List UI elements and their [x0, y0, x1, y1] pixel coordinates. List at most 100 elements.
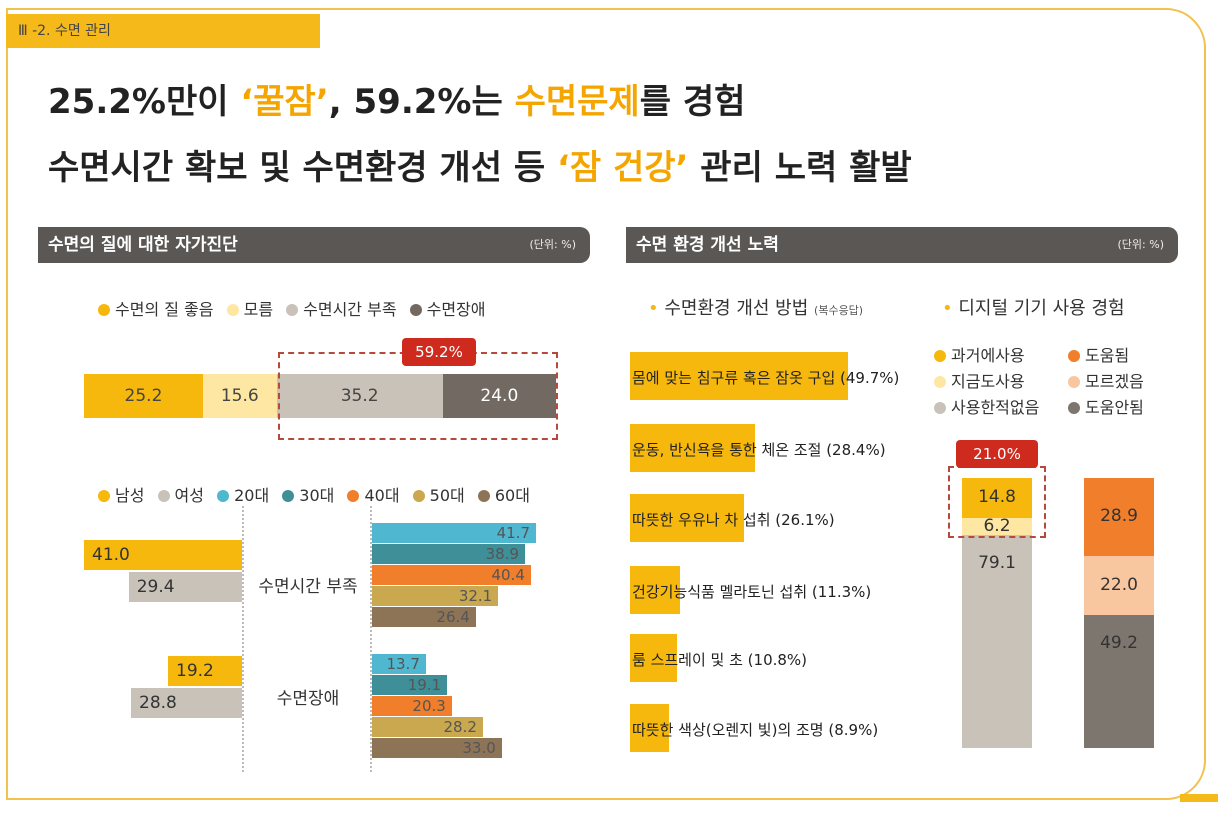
method-bar	[630, 634, 678, 682]
legend-short: 수면시간 부족	[286, 296, 397, 320]
demographic-legend: 남성 여성 20대 30대 40대 50대 60대	[98, 482, 538, 506]
headline-part: 관리 노력 활발	[688, 148, 912, 188]
method-subhead-title: 수면환경 개선 방법	[664, 298, 809, 319]
legend-nothelped: 도움안됨	[1068, 395, 1144, 421]
legend-unsure: 모르겠음	[1068, 369, 1144, 395]
legend-never: 사용한적없음	[934, 395, 1060, 421]
legend-past: 과거에사용	[934, 343, 1060, 369]
bar-60s: 33.0	[372, 738, 502, 758]
legend-label: 60대	[494, 486, 530, 505]
legend-label: 과거에사용	[951, 346, 1025, 365]
legend-dot-icon	[1068, 376, 1080, 388]
bar-50s: 28.2	[372, 717, 483, 737]
bullet-icon: •	[942, 298, 953, 319]
legend-20s: 20대	[217, 482, 269, 506]
right-panel-title-text: 수면 환경 개선 노력	[636, 235, 779, 255]
legend-dot-icon	[347, 490, 360, 502]
right-panel-unit: (단위: %)	[1117, 238, 1164, 251]
bar-40s: 20.3	[372, 696, 452, 716]
bar-20s: 13.7	[372, 654, 426, 674]
usage-highlight-box	[948, 466, 1046, 538]
method-bar	[630, 352, 848, 400]
legend-50s: 50대	[412, 482, 465, 506]
left-panel-title-text: 수면의 질에 대한 자가진단	[48, 235, 238, 255]
left-panel-unit: (단위: %)	[529, 238, 576, 251]
legend-good: 수면의 질 좋음	[98, 296, 214, 320]
quality-legend: 수면의 질 좋음 모름 수면시간 부족 수면장애	[98, 296, 494, 320]
legend-dot-icon	[157, 490, 170, 502]
seg-unsure: 22.0	[1084, 555, 1154, 616]
headline-part: 를 경험	[639, 82, 746, 122]
legend-label: 40대	[364, 486, 400, 505]
legend-label: 수면장애	[426, 300, 486, 319]
legend-dot-icon	[1068, 402, 1080, 414]
bar-normal: 15.6	[202, 374, 277, 418]
method-label: 몸에 맞는 침구류 혹은 잠옷 구입 (49.7%)	[632, 369, 900, 387]
bar-50s: 32.1	[372, 586, 499, 606]
method-label: 따뜻한 색상(오렌지 빛)의 조명 (8.9%)	[632, 721, 879, 739]
legend-label: 모르겠음	[1085, 372, 1144, 391]
bar-good: 25.2	[84, 374, 203, 418]
legend-label: 남성	[115, 486, 145, 505]
headline-part: , 59.2%는	[328, 82, 515, 122]
category-label-short: 수면시간 부족	[258, 577, 358, 597]
legend-dot-icon	[282, 490, 295, 502]
legend-dot-icon	[98, 304, 110, 316]
bar-disorder: 24.0	[442, 374, 556, 418]
legend-label: 30대	[299, 486, 335, 505]
bar-male: 41.0	[84, 540, 242, 570]
method-bar	[630, 494, 745, 542]
corner-accent	[1180, 794, 1218, 802]
category-label-disorder: 수면장애	[276, 689, 340, 709]
usage-total-badge: 21.0%	[956, 440, 1038, 468]
bar-40s: 40.4	[372, 565, 531, 585]
legend-label: 수면시간 부족	[303, 300, 397, 319]
bar-20s: 41.7	[372, 523, 536, 543]
headline-part: 25.2%만이	[48, 82, 241, 122]
headline-highlight: ‘잠 건강’	[556, 148, 689, 188]
device-legend-row: 과거에사용 도움됨	[934, 343, 1152, 369]
method-subhead-note: (복수응답)	[814, 304, 864, 317]
left-panel-title: 수면의 질에 대한 자가진단 (단위: %)	[38, 227, 590, 263]
legend-female: 여성	[157, 482, 204, 506]
legend-dot-icon	[98, 490, 110, 502]
method-bar	[630, 704, 670, 752]
device-legend-row: 사용한적없음 도움안됨	[934, 395, 1152, 421]
legend-dot-icon	[1068, 350, 1080, 362]
problem-total-badge: 59.2%	[402, 338, 476, 366]
content-frame	[6, 8, 1206, 800]
device-subhead-title: 디지털 기기 사용 경험	[958, 298, 1125, 319]
legend-label: 모름	[243, 300, 274, 319]
legend-30s: 30대	[282, 482, 334, 506]
legend-label: 20대	[234, 486, 270, 505]
legend-dot-icon	[934, 402, 946, 414]
legend-normal: 모름	[226, 296, 274, 320]
seg-nothelped: 49.2	[1084, 615, 1154, 748]
legend-label: 지금도사용	[951, 372, 1025, 391]
bar-30s: 38.9	[372, 544, 525, 564]
seg-helped: 28.9	[1084, 478, 1154, 556]
right-panel-title: 수면 환경 개선 노력 (단위: %)	[626, 227, 1178, 263]
seg-never: 79.1	[962, 534, 1032, 748]
device-subhead: • 디지털 기기 사용 경험	[942, 294, 1125, 320]
legend-dot-icon	[934, 376, 946, 388]
bar-female: 29.4	[128, 572, 242, 602]
headline-highlight: ‘꿀잠’	[240, 82, 329, 122]
legend-label: 50대	[429, 486, 465, 505]
legend-dot-icon	[477, 490, 490, 502]
method-label: 따뜻한 우유나 차 섭취 (26.1%)	[632, 511, 835, 529]
device-legend: 과거에사용 도움됨 지금도사용 모르겠음 사용한적없음 도움안됨	[934, 343, 1152, 421]
bar-short: 35.2	[276, 374, 443, 418]
bar-female: 28.8	[131, 688, 242, 718]
bar-60s: 26.4	[372, 607, 476, 627]
method-subhead: • 수면환경 개선 방법 (복수응답)	[648, 294, 863, 320]
legend-label: 수면의 질 좋음	[115, 300, 214, 319]
bar-30s: 19.1	[372, 675, 448, 695]
legend-disorder: 수면장애	[409, 296, 486, 320]
headline-highlight: 수면문제	[514, 82, 640, 122]
headline-line1: 25.2%만이 ‘꿀잠’, 59.2%는 수면문제를 경험	[48, 74, 745, 123]
bullet-icon: •	[648, 298, 659, 319]
method-label: 룸 스프레이 및 초 (10.8%)	[632, 651, 808, 669]
legend-label: 사용한적없음	[951, 398, 1040, 417]
section-tag: Ⅲ -2. 수면 관리	[6, 14, 320, 48]
